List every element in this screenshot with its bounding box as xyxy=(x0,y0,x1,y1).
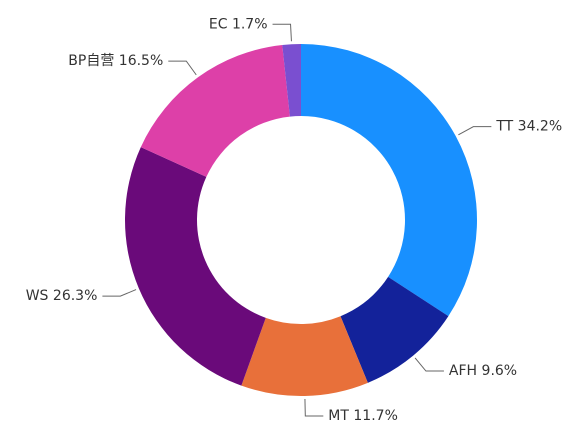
slice-value: 26.3% xyxy=(53,288,97,304)
donut-slice xyxy=(241,316,368,396)
slice-value: 16.5% xyxy=(119,53,163,69)
slice-name: TT xyxy=(495,119,513,135)
donut-slice xyxy=(301,44,477,317)
donut-slice xyxy=(140,45,290,177)
leader-line xyxy=(304,398,324,417)
slice-value: 34.2% xyxy=(518,119,562,135)
leader-line xyxy=(168,60,197,76)
slice-value: 11.7% xyxy=(353,408,397,424)
slice-label: MT 11.7% xyxy=(328,408,398,424)
leader-line xyxy=(458,126,492,136)
slice-value: 9.6% xyxy=(482,363,518,379)
leader-line xyxy=(102,289,137,297)
slice-value: 1.7% xyxy=(232,16,268,32)
slice-label: EC 1.7% xyxy=(209,16,268,32)
donut-slice xyxy=(340,276,449,383)
slice-label: WS 26.3% xyxy=(26,288,98,304)
donut-slice xyxy=(282,44,301,117)
slice-name: EC xyxy=(209,16,228,32)
donut-slice xyxy=(125,147,266,386)
slice-name: MT xyxy=(328,408,349,424)
slice-label: BP自营 16.5% xyxy=(68,53,163,69)
leader-line xyxy=(272,23,292,42)
slice-label: AFH 9.6% xyxy=(449,363,517,379)
slice-name: AFH xyxy=(449,363,477,379)
slice-name: BP自营 xyxy=(68,53,114,69)
slice-label: TT 34.2% xyxy=(495,119,562,135)
leader-line xyxy=(414,357,444,372)
slice-name: WS xyxy=(26,288,49,304)
